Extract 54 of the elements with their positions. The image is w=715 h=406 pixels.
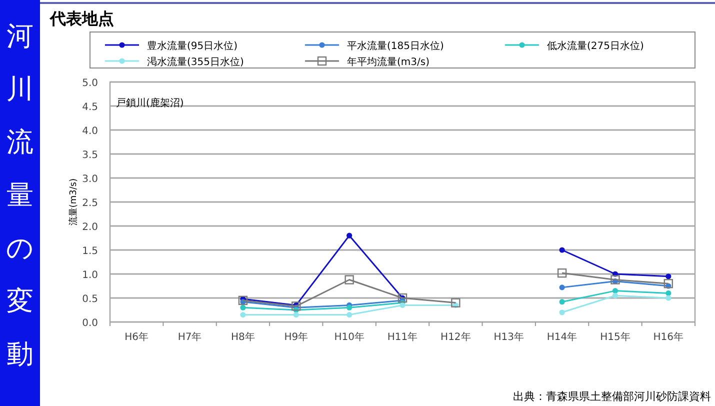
chart-subtitle: 代表地点 [49,9,114,28]
point [559,299,565,305]
x-tick-label: H7年 [178,331,202,343]
point [292,302,301,311]
x-tick-label: H12年 [440,331,471,343]
point [559,284,565,290]
y-tick-label: 0.0 [82,318,98,329]
point [346,304,352,310]
y-tick-label: 2.0 [82,222,98,233]
point [451,298,460,308]
point [610,275,620,284]
legend-label: 豊水流量(95日水位) [147,40,238,52]
point [346,312,352,318]
x-tick-label: H10年 [334,331,364,343]
point [612,288,618,294]
point [612,292,618,298]
point [666,295,672,301]
legend-label: 渇水流量(355日水位) [147,56,244,68]
x-tick-label: H9年 [284,331,308,343]
x-tick-label: H14年 [546,331,578,343]
x-tick-label: H11年 [387,331,418,343]
legend-label: 低水流量(275日水位) [547,40,644,52]
y-tick-label: 2.5 [82,198,98,209]
point [559,310,565,316]
point [240,304,246,310]
y-tick-label: 5.0 [82,78,98,89]
x-tick-label: H15年 [600,331,630,343]
point [666,274,672,280]
y-tick-label: 0.5 [82,294,98,305]
point [238,296,248,305]
y-axis-title: 流量(m3/s) [68,178,79,226]
x-tick-label: H6年 [124,331,149,343]
point [240,312,246,318]
title: 河川流量の変動 [6,21,34,370]
y-tick-label: 1.0 [82,270,98,281]
x-tick-label: H8年 [231,331,255,343]
point [344,275,354,284]
point [557,268,567,278]
x-tick-label: H13年 [494,331,524,343]
x-tick-label: H16年 [653,331,684,343]
point [666,290,672,296]
point [346,232,352,238]
legend-label: 平水流量(185日水位) [347,40,444,52]
annotation: 戸鎖川(鹿架沼) [116,97,184,109]
y-tick-label: 3.0 [82,174,98,185]
source-note: 出典：青森県県土整備部河川砂防課資料 [513,390,711,403]
point [664,279,674,288]
y-tick-label: 4.5 [82,102,98,113]
y-tick-label: 3.5 [82,150,98,161]
y-tick-label: 1.5 [82,246,98,257]
legend-label: 年平均流量(m3/s) [347,56,430,68]
y-tick-label: 4.0 [82,126,98,137]
point [293,312,299,318]
point [559,247,565,253]
